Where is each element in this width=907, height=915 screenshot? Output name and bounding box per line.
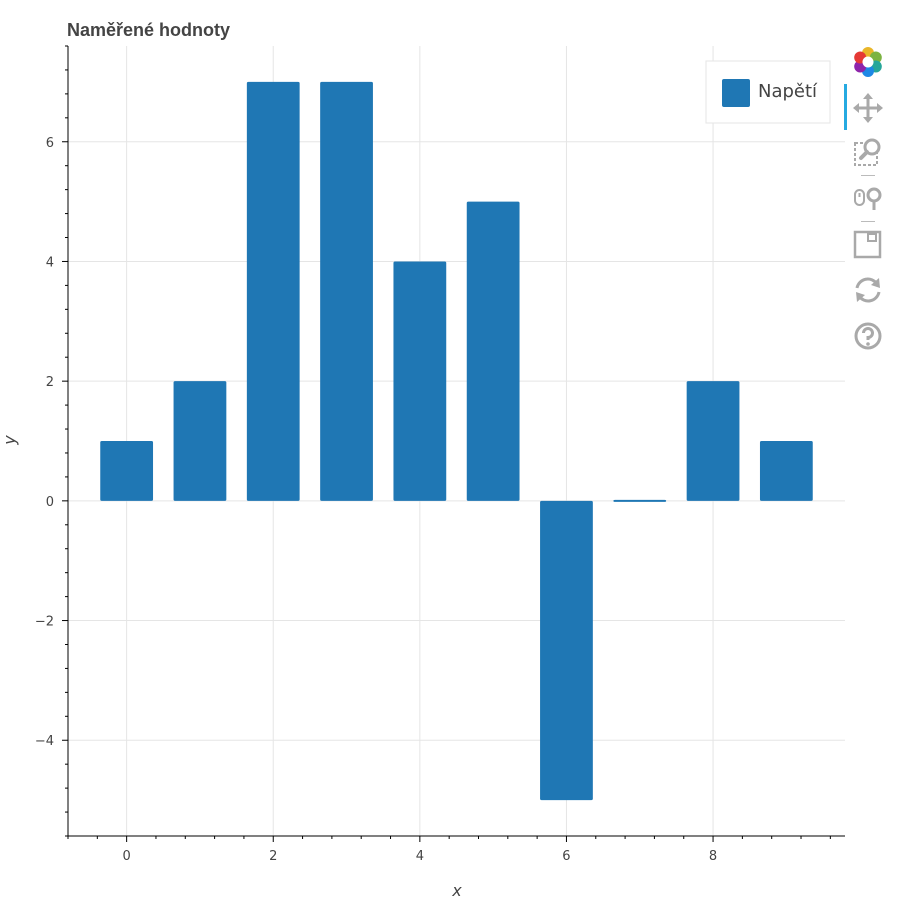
- save-tool-icon[interactable]: [850, 226, 886, 262]
- active-tool-indicator: [844, 84, 847, 130]
- bar: [320, 81, 373, 501]
- toolbar-separator: [861, 175, 875, 176]
- bar: [173, 381, 227, 501]
- wheel-zoom-tool-icon[interactable]: [850, 180, 886, 216]
- reset-tool-icon[interactable]: [850, 272, 886, 308]
- x-axis-label: x: [451, 881, 462, 900]
- y-tick-label: 4: [46, 255, 54, 270]
- legend: Napětí: [705, 60, 831, 124]
- help-tool-icon[interactable]: [850, 318, 886, 354]
- bar: [686, 381, 740, 501]
- x-tick-label: 0: [123, 849, 131, 864]
- bar: [393, 261, 447, 501]
- legend-label: Napětí: [758, 81, 818, 102]
- legend-swatch: [722, 79, 750, 107]
- bar: [540, 500, 593, 801]
- bar: [100, 441, 154, 501]
- box-zoom-tool-icon[interactable]: [850, 134, 886, 170]
- x-tick-label: 6: [562, 849, 570, 864]
- bar: [613, 499, 667, 502]
- bars: [100, 81, 813, 801]
- bar: [246, 81, 300, 501]
- x-tick-label: 8: [709, 849, 717, 864]
- y-tick-label: 2: [46, 375, 54, 390]
- y-tick-label: 0: [46, 495, 54, 510]
- bokeh-logo-icon[interactable]: [850, 44, 886, 80]
- y-tick-label: −2: [35, 615, 54, 630]
- x-tick-label: 4: [416, 849, 424, 864]
- y-tick-label: −4: [35, 734, 54, 749]
- bar: [466, 201, 520, 501]
- pan-tool-icon[interactable]: [850, 90, 886, 126]
- axes: 0 2 4 6 8 −4 −2 0 2 4 6: [35, 45, 845, 864]
- bar: [759, 441, 813, 501]
- y-tick-label: 6: [46, 136, 54, 151]
- y-axis-label: y: [0, 435, 19, 446]
- toolbar-separator: [861, 221, 875, 222]
- chart-title: Naměřené hodnoty: [67, 20, 230, 40]
- x-tick-label: 2: [269, 849, 277, 864]
